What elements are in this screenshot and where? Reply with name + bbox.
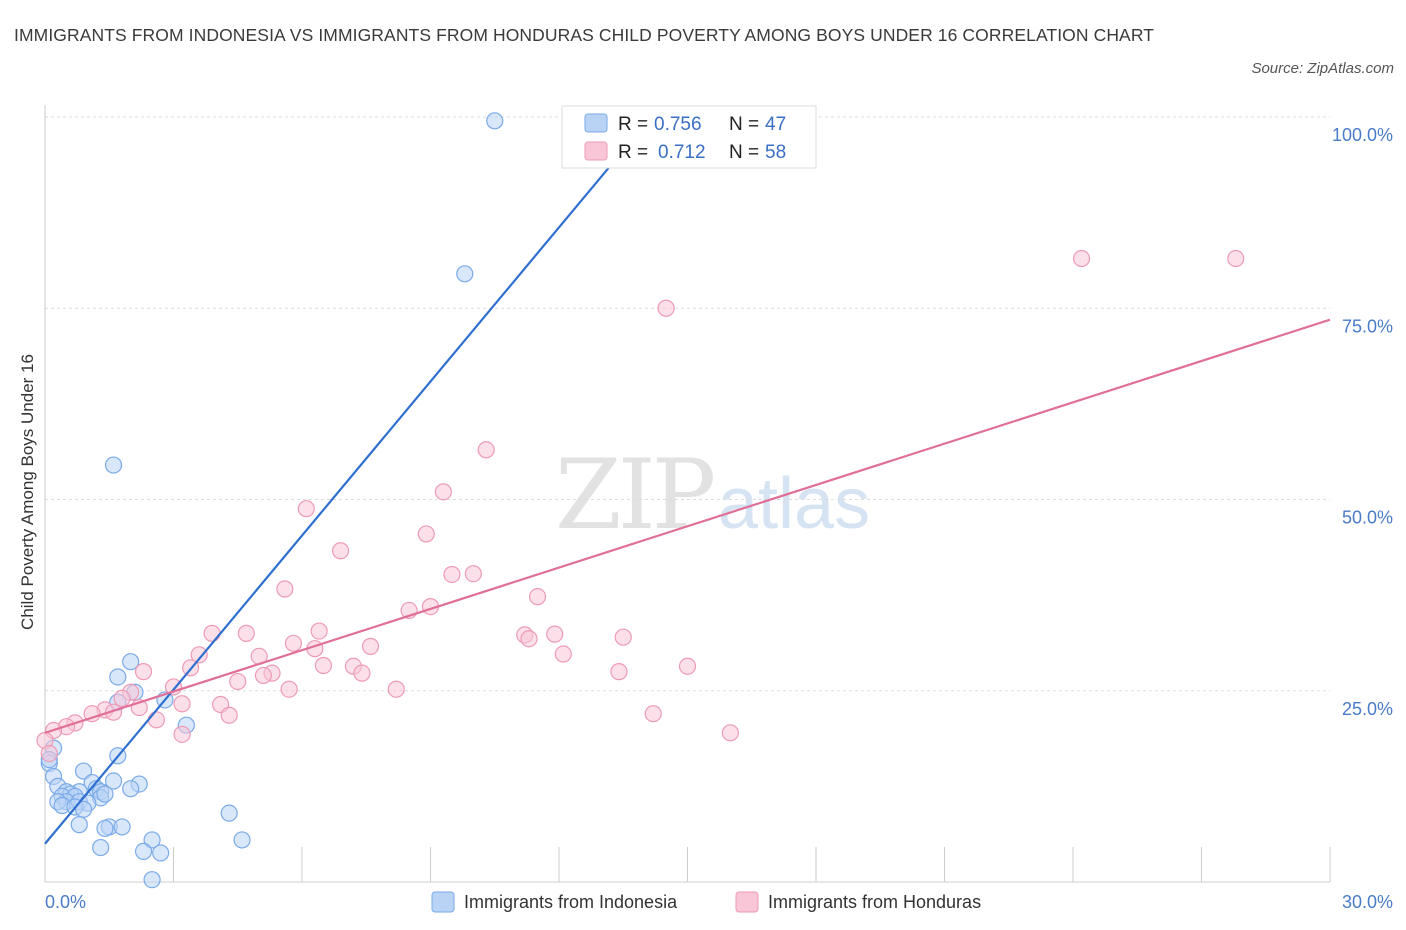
y-tick-label-3: 100.0%: [1332, 125, 1393, 145]
indonesia-point-38: [113, 818, 131, 836]
trend-line-indonesia: [44, 123, 646, 845]
honduras-point-57: [40, 744, 58, 763]
indonesia-point-1: [456, 265, 474, 283]
honduras-point-6: [417, 525, 435, 543]
indonesia-point-36: [70, 816, 88, 834]
trend-lines: [44, 123, 1331, 845]
honduras-point-25: [190, 646, 208, 664]
bottom-legend-swatch-honduras: [735, 891, 759, 913]
honduras-point-4: [434, 483, 452, 501]
y-tick-labels: 25.0% 50.0% 75.0% 100.0%: [1332, 125, 1393, 719]
legend-swatch-indonesia: [584, 113, 608, 133]
honduras-point-55: [721, 724, 739, 742]
honduras-point-39: [387, 680, 405, 698]
honduras-point-18: [520, 630, 538, 648]
legend-swatch-honduras: [584, 141, 608, 161]
indonesia-point-42: [92, 838, 110, 857]
legend-honduras-n-value: 58: [765, 142, 786, 163]
honduras-point-24: [554, 645, 572, 663]
honduras-point-1: [1227, 249, 1245, 268]
indonesia-point-25: [122, 780, 140, 798]
y-axis-label: Child Poverty Among Boys Under 16: [18, 354, 37, 630]
top-legend: R = 0.756 N = 47 R = 0.712 N = 58: [561, 105, 817, 169]
legend-indonesia-n-label: N =: [729, 114, 759, 135]
series-indonesia-points: [40, 112, 504, 889]
honduras-point-11: [528, 588, 547, 606]
indonesia-point-2: [104, 456, 123, 474]
bottom-legend: Immigrants from Indonesia Immigrants fro…: [431, 891, 981, 913]
honduras-point-49: [147, 711, 165, 729]
honduras-point-16: [310, 622, 328, 640]
y-tick-label-0: 25.0%: [1342, 699, 1393, 719]
honduras-point-0: [1072, 249, 1091, 268]
trend-line-honduras: [44, 318, 1331, 734]
honduras-point-22: [361, 637, 380, 655]
legend-indonesia-r-value: 0.756: [654, 114, 702, 135]
y-tick-label-2: 75.0%: [1342, 316, 1393, 336]
honduras-point-36: [229, 672, 247, 691]
x-tick-label-min: 0.0%: [45, 892, 86, 912]
chart-title: IMMIGRANTS FROM INDONESIA VS IMMIGRANTS …: [14, 25, 1155, 45]
legend-honduras-r-value: 0.712: [658, 142, 706, 163]
honduras-point-54: [644, 705, 662, 723]
bottom-legend-swatch-indonesia: [431, 891, 455, 913]
bottom-legend-honduras: Immigrants from Honduras: [768, 892, 981, 912]
honduras-point-33: [254, 666, 273, 685]
honduras-point-35: [678, 657, 697, 675]
honduras-point-41: [113, 689, 131, 708]
honduras-point-46: [104, 703, 123, 721]
honduras-point-7: [331, 542, 350, 560]
legend-honduras-r-label: R =: [618, 142, 648, 163]
honduras-point-10: [276, 580, 294, 598]
honduras-point-8: [443, 565, 461, 584]
indonesia-point-35: [220, 804, 238, 822]
indonesia-point-45: [143, 871, 161, 889]
x-tick-label-max: 30.0%: [1342, 892, 1393, 912]
honduras-point-31: [134, 663, 153, 681]
honduras-point-53: [173, 725, 191, 743]
indonesia-point-32: [96, 785, 114, 803]
watermark-zip: ZIP: [555, 439, 714, 551]
legend-indonesia-r-label: R =: [618, 114, 648, 135]
y-tick-label-1: 50.0%: [1342, 508, 1393, 528]
indonesia-point-43: [134, 842, 153, 861]
indonesia-point-0: [486, 112, 504, 130]
honduras-point-20: [614, 628, 632, 646]
honduras-point-9: [464, 565, 482, 583]
indonesia-point-4: [109, 668, 127, 686]
honduras-point-27: [314, 656, 333, 675]
honduras-point-38: [280, 680, 298, 698]
bottom-legend-indonesia: Immigrants from Indonesia: [464, 892, 678, 912]
honduras-point-21: [284, 634, 303, 652]
honduras-point-3: [477, 441, 495, 459]
indonesia-point-44: [152, 844, 170, 862]
honduras-point-29: [353, 664, 371, 682]
honduras-point-34: [610, 663, 628, 681]
indonesia-point-41: [233, 831, 251, 849]
series-honduras-points: [36, 249, 1245, 763]
honduras-point-48: [220, 706, 238, 724]
indonesia-point-39: [96, 819, 114, 838]
indonesia-point-3: [122, 653, 140, 671]
indonesia-point-14: [104, 772, 123, 790]
indonesia-point-40: [143, 831, 161, 849]
legend-indonesia-n-value: 47: [765, 114, 786, 135]
watermark-atlas: atlas: [718, 464, 870, 544]
honduras-point-15: [237, 624, 255, 642]
honduras-point-14: [203, 624, 221, 642]
honduras-point-2: [657, 299, 675, 317]
indonesia-point-13: [74, 762, 93, 780]
honduras-point-19: [546, 625, 564, 643]
legend-honduras-n-label: N =: [729, 142, 759, 163]
honduras-point-5: [297, 500, 315, 518]
honduras-point-47: [83, 705, 101, 723]
honduras-point-42: [173, 695, 191, 713]
grid-lines: [45, 116, 1330, 692]
chart-source: Source: ZipAtlas.com: [1251, 60, 1394, 77]
